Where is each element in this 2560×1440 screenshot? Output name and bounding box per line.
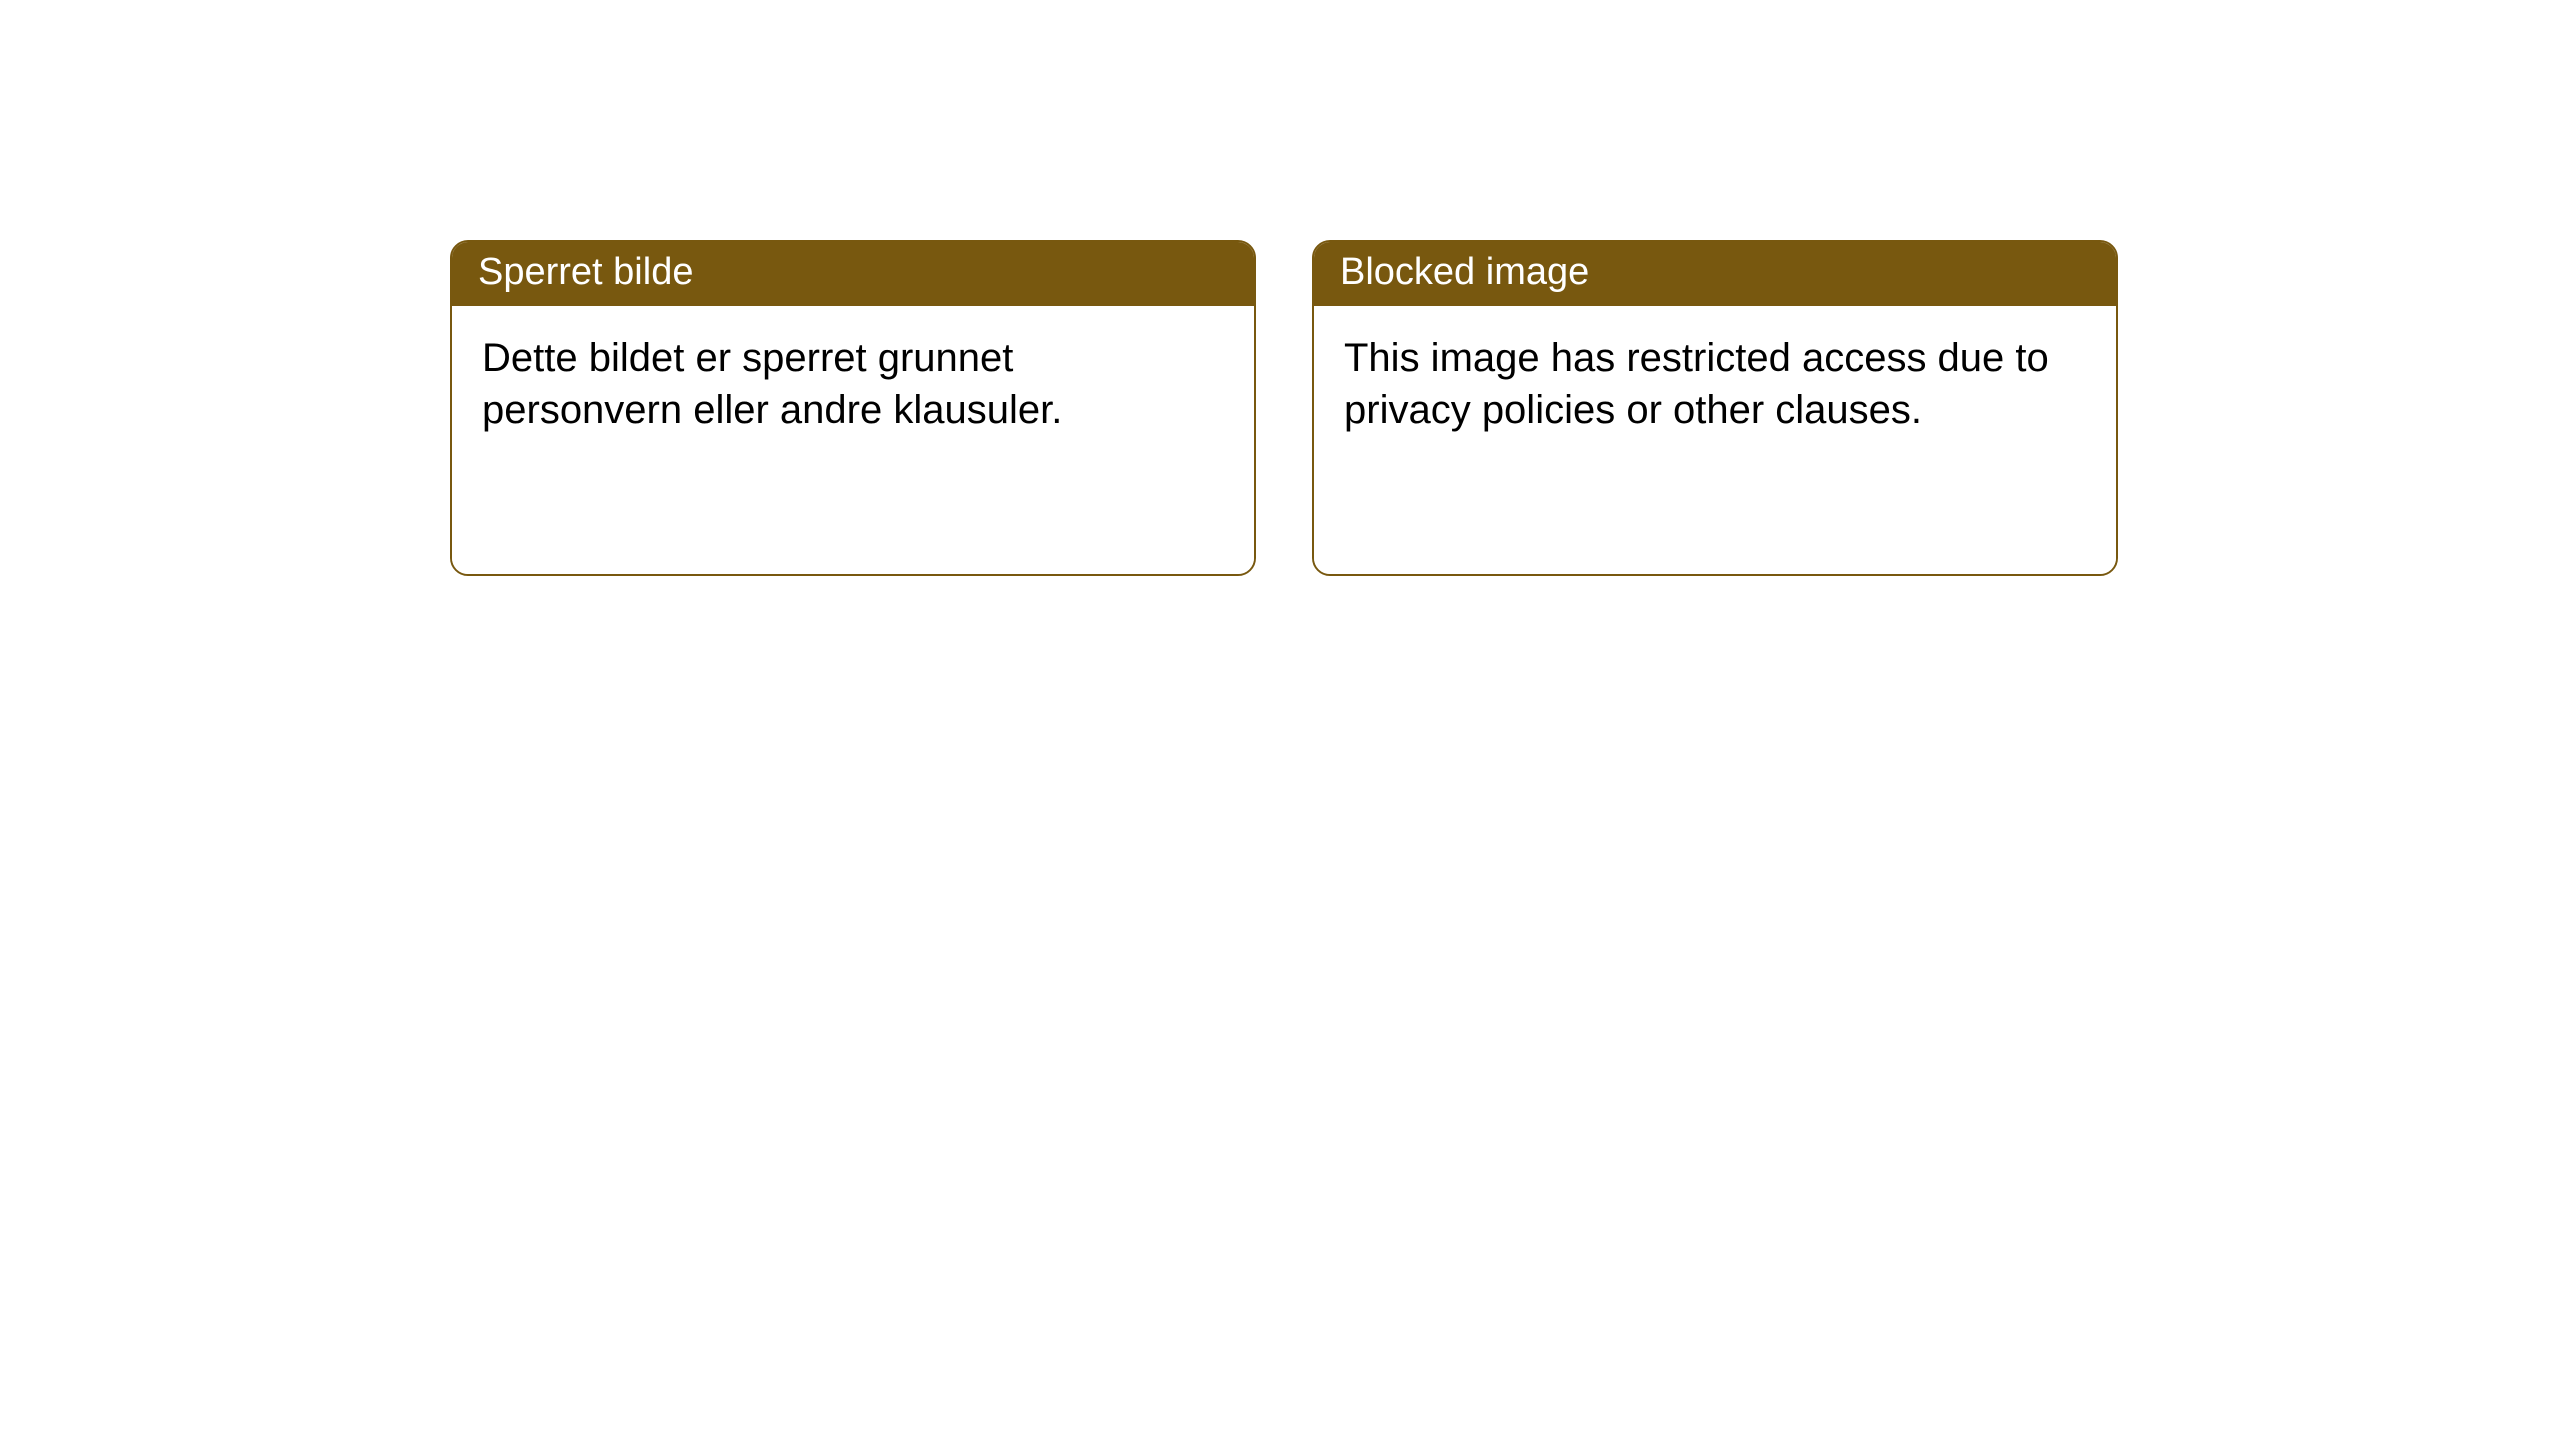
notice-card-en: Blocked image This image has restricted … xyxy=(1312,240,2118,576)
notice-card-no-header: Sperret bilde xyxy=(452,242,1254,306)
notice-cards-container: Sperret bilde Dette bildet er sperret gr… xyxy=(0,0,2560,576)
notice-card-no: Sperret bilde Dette bildet er sperret gr… xyxy=(450,240,1256,576)
notice-card-en-header: Blocked image xyxy=(1314,242,2116,306)
notice-card-en-body: This image has restricted access due to … xyxy=(1314,306,2116,574)
notice-card-no-body: Dette bildet er sperret grunnet personve… xyxy=(452,306,1254,574)
